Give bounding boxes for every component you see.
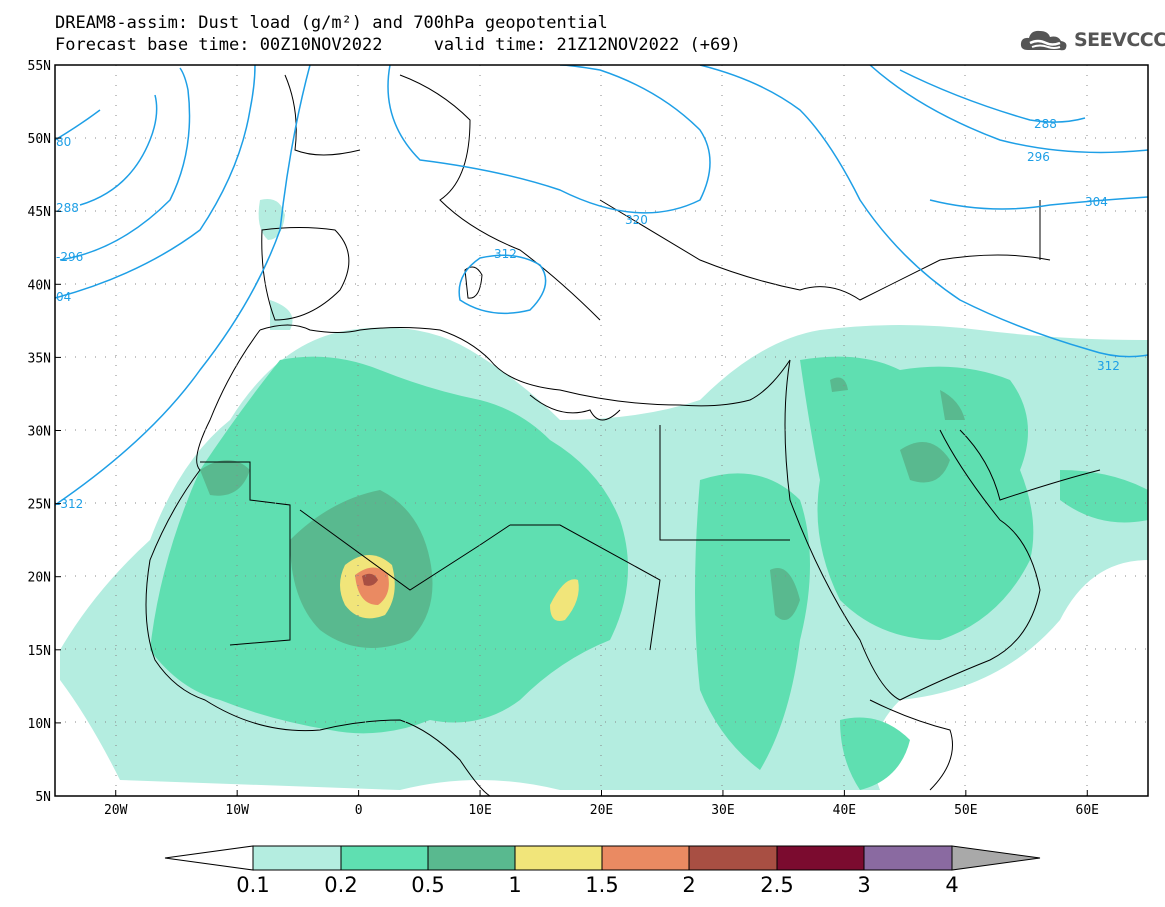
- colorbar-label: 3: [857, 873, 870, 897]
- logo-text: SEEVCCC: [1074, 29, 1165, 51]
- seevccc-logo: SEEVCCC: [1018, 26, 1165, 54]
- contour-label: -296: [56, 250, 83, 264]
- colorbar-label: 1.5: [585, 873, 618, 897]
- lat-tick-label: 20N: [28, 571, 51, 586]
- geopotential-contours: [55, 65, 1148, 506]
- longitude-axis: 20W 10W 0 10E 20E 30E 40E 50E 60E: [104, 790, 1099, 818]
- contour-label: 04: [56, 290, 71, 304]
- lon-tick-label: 60E: [1076, 803, 1099, 818]
- colorbar-swatch: [951, 845, 1041, 871]
- lat-tick-label: 15N: [28, 644, 51, 659]
- lon-tick-label: 40E: [833, 803, 856, 818]
- colorbar-label: 1: [508, 873, 521, 897]
- lon-tick-label: 10E: [468, 803, 491, 818]
- contour-labels: 80 288 -296 04 312 -312 320 288 296 304 …: [56, 117, 1120, 511]
- lat-tick-label: 50N: [28, 132, 51, 147]
- colorbar-swatch: [340, 845, 429, 871]
- colorbar-label: 0.2: [324, 873, 357, 897]
- colorbar-label: 0.1: [236, 873, 269, 897]
- lon-tick-label: 50E: [954, 803, 977, 818]
- contour-label: 296: [1027, 150, 1050, 164]
- colorbar: 0.1 0.2 0.5 1 1.5 2 2.5 3 4: [164, 845, 1041, 897]
- lon-tick-label: 20W: [104, 803, 128, 818]
- lon-tick-label: 10W: [225, 803, 249, 818]
- chart-title-line-2: Forecast base time: 00Z10NOV2022 valid t…: [55, 35, 741, 55]
- lon-tick-label: 0: [355, 803, 363, 818]
- colorbar-swatch: [252, 845, 342, 871]
- lon-tick-label: 30E: [711, 803, 734, 818]
- contour-label: 320: [625, 213, 648, 227]
- lat-tick-label: 45N: [28, 205, 51, 220]
- lon-tick-label: 20E: [590, 803, 613, 818]
- graticule: [55, 65, 1148, 796]
- lat-tick-label: 35N: [28, 351, 51, 366]
- colorbar-label: 2: [682, 873, 695, 897]
- lat-tick-label: 55N: [28, 59, 51, 74]
- contour-label: -312: [56, 497, 83, 511]
- contour-label: 312: [494, 247, 517, 261]
- colorbar-label: 0.5: [411, 873, 444, 897]
- latitude-axis: 55N 50N 45N 40N 35N 30N 25N 20N 15N 10N 5N: [28, 59, 61, 805]
- colorbar-swatch: [164, 845, 254, 871]
- colorbar-label: 4: [945, 873, 958, 897]
- lat-tick-label: 5N: [35, 790, 51, 805]
- coastlines: [145, 74, 1101, 796]
- colorbar-swatch: [514, 845, 603, 871]
- chart-title-line-1: DREAM8-assim: Dust load (g/m²) and 700hP…: [55, 13, 608, 33]
- lat-tick-label: 30N: [28, 425, 51, 440]
- contour-label: 312: [1097, 359, 1120, 373]
- lat-tick-label: 25N: [28, 498, 51, 513]
- colorbar-swatch: [601, 845, 690, 871]
- colorbar-swatch: [688, 845, 778, 871]
- colorbar-label: 2.5: [760, 873, 793, 897]
- colorbar-swatch: [427, 845, 516, 871]
- dust-layer-high: [340, 555, 579, 621]
- contour-label: 80: [56, 135, 71, 149]
- lat-tick-label: 40N: [28, 278, 51, 293]
- contour-label: 304: [1085, 195, 1108, 209]
- contour-label: 288: [1034, 117, 1057, 131]
- contour-label: 288: [56, 201, 79, 215]
- cloud-icon: [1020, 30, 1067, 51]
- colorbar-swatch: [776, 845, 865, 871]
- colorbar-swatch: [863, 845, 953, 871]
- lat-tick-label: 10N: [28, 717, 51, 732]
